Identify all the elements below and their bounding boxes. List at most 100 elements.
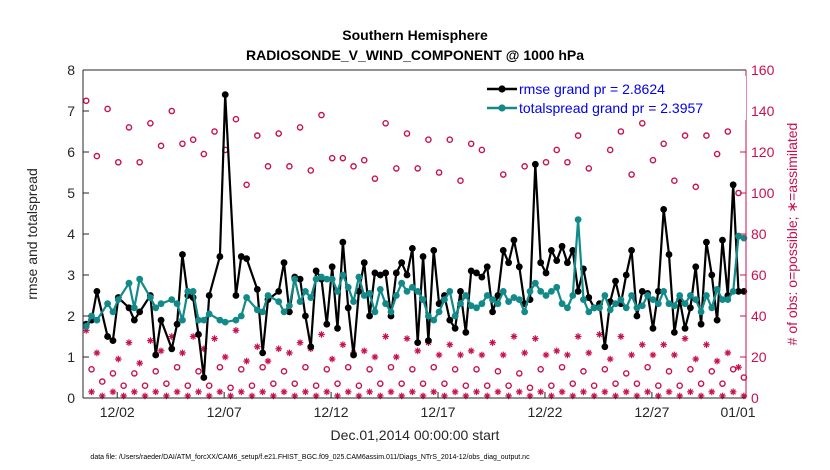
- assimilated-obs-point: [644, 388, 651, 396]
- y-axis-label: rmse and totalspread: [24, 168, 40, 300]
- totalspread-point: [564, 304, 571, 312]
- assimilated-obs-point: [558, 388, 566, 396]
- assimilated-obs-point: [275, 345, 282, 353]
- possible-obs-point: [655, 382, 662, 390]
- assimilated-obs-point: [724, 349, 732, 357]
- possible-obs-point: [109, 370, 117, 377]
- possible-obs-point: [505, 382, 512, 390]
- totalspread-point: [419, 296, 427, 303]
- y2-tick-label: 80: [751, 226, 767, 242]
- possible-obs-point: [638, 120, 646, 127]
- y2-axis-label: # of obs: o=possible; ∗=assimilated: [784, 123, 800, 346]
- possible-obs-point: [403, 130, 411, 137]
- rmse-point: [275, 288, 283, 295]
- assimilated-obs-point: [478, 351, 486, 359]
- asterisk-stroke: [420, 393, 426, 399]
- asterisk-stroke: [169, 333, 175, 340]
- y2-tick-label: 120: [751, 144, 775, 160]
- rmse-point: [713, 316, 721, 324]
- possible-obs-point: [414, 165, 422, 172]
- asterisk-stroke: [190, 333, 196, 340]
- possible-obs-point: [366, 365, 373, 373]
- possible-obs-point: [131, 370, 138, 377]
- totalspread-point: [221, 318, 229, 326]
- assimilated-obs-point: [489, 339, 496, 346]
- asterisk-stroke: [735, 364, 742, 370]
- possible-obs-point: [205, 382, 213, 390]
- possible-obs-point: [393, 165, 400, 172]
- totalspread-point: [93, 316, 101, 324]
- assimilated-obs-point: [494, 388, 502, 396]
- rmse-point: [408, 244, 416, 252]
- asterisk-stroke: [447, 341, 453, 348]
- asterisk-stroke: [741, 393, 747, 399]
- totalspread-point: [713, 285, 721, 293]
- totalspread-point: [478, 300, 486, 308]
- totalspread-point: [622, 304, 630, 312]
- possible-obs-point: [494, 368, 502, 375]
- possible-obs-point: [93, 152, 101, 160]
- rmse-point: [425, 337, 432, 344]
- rmse-point: [339, 238, 347, 246]
- assimilated-obs-point: [532, 335, 539, 342]
- assimilated-obs-point: [318, 331, 325, 338]
- assimilated-obs-point: [729, 388, 737, 396]
- totalspread-point: [708, 304, 716, 312]
- asterisk-stroke: [259, 389, 266, 395]
- asterisk-stroke: [211, 335, 218, 342]
- possible-obs-point: [499, 171, 507, 178]
- assimilated-obs-point: [457, 351, 464, 359]
- possible-obs-point: [88, 365, 95, 373]
- asterisk-stroke: [142, 393, 148, 399]
- possible-obs-point: [724, 128, 732, 135]
- assimilated-obs-point: [211, 335, 218, 342]
- totalspread-point: [681, 300, 689, 308]
- totalspread-point: [146, 294, 154, 301]
- totalspread-point: [649, 296, 657, 303]
- rmse-point: [232, 292, 240, 299]
- possible-obs-point: [227, 384, 234, 392]
- asterisk-stroke: [131, 389, 138, 395]
- asterisk-stroke: [222, 354, 228, 360]
- totalspread-point: [494, 300, 502, 308]
- totalspread-point: [157, 300, 165, 308]
- rmse-point: [366, 312, 373, 320]
- totalspread-point: [628, 292, 635, 299]
- y-tick-label: 3: [67, 267, 75, 283]
- asterisk-stroke: [334, 393, 341, 399]
- totalspread-point: [510, 294, 518, 301]
- totalspread-point: [109, 308, 117, 316]
- assimilated-obs-point: [163, 392, 170, 400]
- rmse-point: [104, 333, 111, 340]
- totalspread-point: [644, 292, 652, 299]
- rmse-point: [312, 267, 320, 275]
- rmse-point: [531, 160, 539, 168]
- totalspread-point: [446, 288, 454, 295]
- y-tick-label: 6: [67, 144, 75, 160]
- assimilated-obs-point: [152, 388, 160, 396]
- assimilated-obs-point: [687, 388, 694, 396]
- y2-tick-label: 40: [751, 308, 767, 324]
- asterisk-stroke: [436, 352, 442, 358]
- totalspread-point: [670, 302, 678, 310]
- assimilated-obs-point: [649, 351, 657, 359]
- asterisk-stroke: [698, 393, 704, 399]
- assimilated-obs-point: [360, 347, 368, 355]
- legend-spread-marker: [498, 104, 506, 112]
- assimilated-obs-point: [580, 388, 587, 396]
- assimilated-obs-point: [735, 363, 742, 371]
- possible-obs-point: [473, 365, 480, 373]
- rmse-point: [585, 294, 593, 301]
- assimilated-obs-point: [264, 357, 272, 365]
- asterisk-stroke: [709, 389, 715, 395]
- assimilated-obs-point: [430, 388, 438, 396]
- assimilated-obs-point: [195, 388, 202, 396]
- totalspread-point: [104, 300, 111, 308]
- asterisk-stroke: [404, 335, 410, 342]
- asterisk-stroke: [345, 389, 351, 395]
- totalspread-point: [195, 316, 202, 324]
- totalspread-point: [259, 308, 267, 316]
- possible-obs-point: [237, 365, 245, 373]
- asterisk-stroke: [174, 389, 180, 395]
- asterisk-stroke: [703, 341, 710, 348]
